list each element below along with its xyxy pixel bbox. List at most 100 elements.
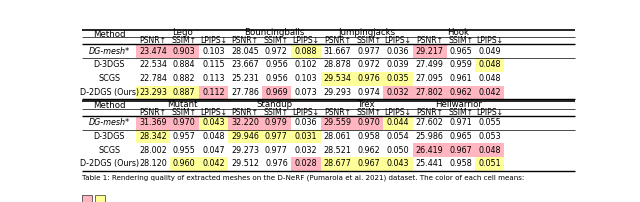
Bar	[95, 195, 106, 202]
Bar	[321, 157, 355, 171]
Bar	[291, 44, 321, 58]
Text: Table 1: Rendering quality of extracted meshes on the D-NeRF (Pumarola et al. 20: Table 1: Rendering quality of extracted …	[83, 175, 525, 181]
Bar	[383, 72, 413, 85]
Text: 23.667: 23.667	[231, 60, 259, 69]
Text: PSNR↑: PSNR↑	[232, 107, 259, 117]
Text: 0.967: 0.967	[449, 146, 472, 155]
Text: SSIM↑: SSIM↑	[172, 107, 196, 117]
Text: SSIM↑: SSIM↑	[264, 107, 289, 117]
Bar	[383, 157, 413, 171]
Text: 0.044: 0.044	[387, 118, 409, 127]
Text: 0.103: 0.103	[294, 74, 317, 83]
Bar	[291, 157, 321, 171]
Text: 29.946: 29.946	[231, 132, 259, 141]
Text: SSIM↑: SSIM↑	[449, 107, 474, 117]
Text: 0.053: 0.053	[478, 132, 501, 141]
Bar	[198, 85, 228, 99]
Bar	[170, 157, 198, 171]
Text: PSNR↑: PSNR↑	[140, 36, 166, 45]
Text: 29.293: 29.293	[323, 88, 351, 97]
Text: 0.032: 0.032	[294, 146, 317, 155]
Text: LPIPS↓: LPIPS↓	[476, 36, 503, 45]
Text: 0.965: 0.965	[449, 47, 472, 56]
Text: 0.979: 0.979	[265, 118, 288, 127]
Text: Standup: Standup	[257, 100, 292, 109]
Text: 0.976: 0.976	[265, 159, 288, 168]
Text: 0.054: 0.054	[387, 132, 409, 141]
Text: Mutant: Mutant	[167, 100, 197, 109]
Text: 0.035: 0.035	[387, 74, 409, 83]
Text: 0.103: 0.103	[202, 47, 225, 56]
Text: Trex: Trex	[358, 100, 376, 109]
Text: 0.887: 0.887	[173, 88, 195, 97]
Text: 0.884: 0.884	[173, 60, 195, 69]
Text: LPIPS↓: LPIPS↓	[292, 36, 319, 45]
Bar	[383, 85, 413, 99]
Text: 0.049: 0.049	[478, 47, 501, 56]
Text: 26.419: 26.419	[416, 146, 444, 155]
Text: 0.036: 0.036	[387, 47, 409, 56]
Bar	[262, 85, 291, 99]
Text: 31.667: 31.667	[324, 47, 351, 56]
Text: 0.112: 0.112	[202, 88, 225, 97]
Text: 0.048: 0.048	[479, 146, 501, 155]
Text: 23.474: 23.474	[139, 47, 167, 56]
Text: Method: Method	[93, 29, 125, 39]
Text: 0.977: 0.977	[357, 47, 380, 56]
Bar	[413, 143, 447, 157]
Text: 0.956: 0.956	[265, 74, 288, 83]
Bar	[136, 116, 170, 129]
Text: 28.521: 28.521	[323, 146, 351, 155]
Text: 28.878: 28.878	[324, 60, 351, 69]
Text: LPIPS↓: LPIPS↓	[385, 107, 412, 117]
Bar	[228, 116, 262, 129]
Text: SCGS: SCGS	[98, 146, 120, 155]
Text: SSIM↑: SSIM↑	[172, 36, 196, 45]
Text: 27.095: 27.095	[416, 74, 444, 83]
Text: 0.970: 0.970	[173, 118, 196, 127]
Text: 0.102: 0.102	[294, 60, 317, 69]
Text: 0.039: 0.039	[387, 60, 409, 69]
Text: 0.882: 0.882	[173, 74, 195, 83]
Text: SSIM↑: SSIM↑	[356, 107, 381, 117]
Text: 0.961: 0.961	[450, 74, 472, 83]
Text: 0.115: 0.115	[202, 60, 225, 69]
Bar	[383, 116, 413, 129]
Text: 29.512: 29.512	[231, 159, 259, 168]
Text: 0.903: 0.903	[173, 47, 195, 56]
Text: 23.293: 23.293	[139, 88, 167, 97]
Text: Lego: Lego	[172, 28, 193, 37]
Bar	[476, 143, 504, 157]
Text: 27.499: 27.499	[416, 60, 444, 69]
Text: 22.534: 22.534	[139, 60, 167, 69]
Text: 0.977: 0.977	[265, 146, 288, 155]
Text: 31.369: 31.369	[139, 118, 167, 127]
Text: Bouncingballs: Bouncingballs	[244, 28, 305, 37]
Text: 28.002: 28.002	[139, 146, 167, 155]
Bar	[262, 129, 291, 143]
Text: 0.967: 0.967	[357, 159, 380, 168]
Text: 28.045: 28.045	[231, 47, 259, 56]
Text: LPIPS↓: LPIPS↓	[200, 36, 227, 45]
Text: 0.957: 0.957	[173, 132, 196, 141]
Bar	[262, 116, 291, 129]
Text: 0.073: 0.073	[294, 88, 317, 97]
Text: 0.048: 0.048	[479, 60, 501, 69]
Text: 0.965: 0.965	[449, 132, 472, 141]
Text: SSIM↑: SSIM↑	[356, 36, 381, 45]
Text: 0.051: 0.051	[478, 159, 501, 168]
Bar	[355, 116, 383, 129]
Text: 0.028: 0.028	[294, 159, 317, 168]
Text: 0.050: 0.050	[387, 146, 409, 155]
Text: Hellwarrior: Hellwarrior	[435, 100, 482, 109]
Bar	[447, 85, 476, 99]
Text: D-2DGS (Ours): D-2DGS (Ours)	[80, 159, 139, 168]
Text: 28.061: 28.061	[324, 132, 351, 141]
Bar	[136, 129, 170, 143]
Bar	[413, 44, 447, 58]
Text: 0.960: 0.960	[173, 159, 195, 168]
Text: 0.969: 0.969	[265, 88, 288, 97]
Text: PSNR↑: PSNR↑	[140, 107, 166, 117]
Text: SCGS: SCGS	[98, 74, 120, 83]
Text: D-2DGS (Ours): D-2DGS (Ours)	[80, 88, 139, 97]
